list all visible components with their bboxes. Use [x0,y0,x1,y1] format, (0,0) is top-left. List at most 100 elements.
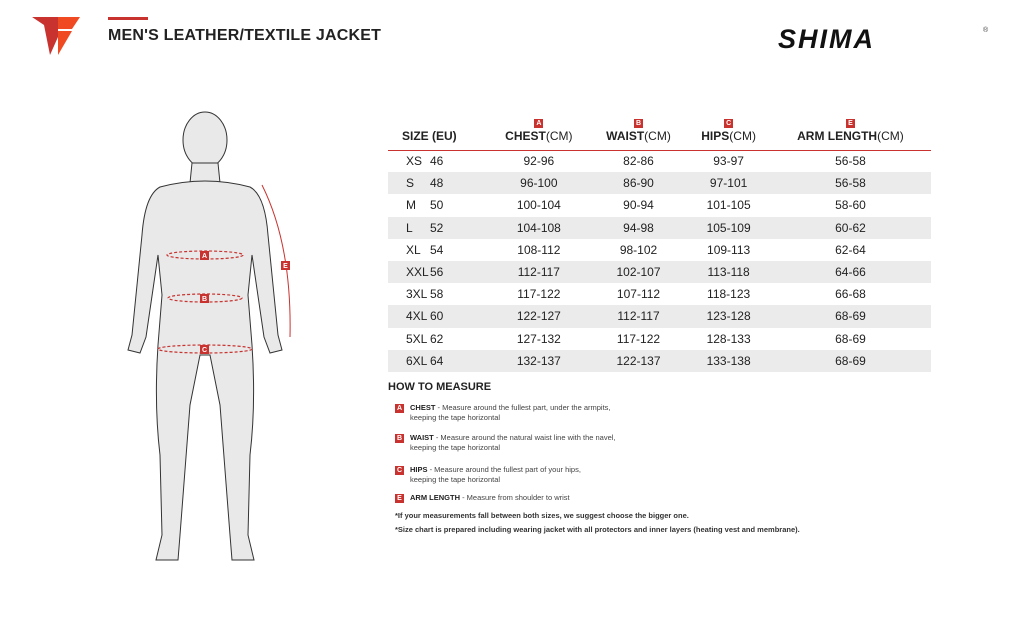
header-chest: A CHEST(CM) [488,113,590,151]
table-row: 3XL 58 117-122 107-112 118-123 66-68 [388,283,931,305]
figure-label-e: E [283,263,288,270]
header-hips: C HIPS(CM) [687,113,770,151]
page-title: MEN'S LEATHER/TEXTILE JACKET [108,27,382,44]
measure-item-arm-length: E ARM LENGTH - Measure from shoulder to w… [395,493,570,503]
header-unit: (CM) [877,128,904,143]
registered-mark: ® [983,27,989,34]
waist-cell: 98-102 [619,242,658,257]
header-unit: (CM) [644,128,671,143]
item-name: WAIST [410,433,434,442]
item-name: CHEST [410,403,436,412]
arm-length-cell: 56-58 [769,172,931,195]
size-cell: 6XL [388,349,430,372]
waist-cell: 122-137 [589,349,688,372]
arm-length-cell: 68-69 [769,349,931,372]
figure-label-c: C [202,347,207,354]
item-text: - Measure from shoulder to wrist [460,493,570,502]
figure-label-a: A [202,253,207,260]
waist-cell: 94-98 [589,216,688,239]
header-label: HIPS [701,128,730,143]
item-text: - Measure around the natural waist line … [433,433,616,442]
table-row: XXL 56 112-117 102-107 113-118 64-66 [388,260,931,284]
size-cell: 4XL [388,305,430,328]
table-row: M 50 100-104 90-94 101-105 58-60 [388,194,931,216]
badge-c: C [395,466,404,475]
chest-cell: 96-100 [488,172,590,195]
table-row: L 52 104-108 94-98 105-109 60-62 [388,216,931,239]
header-size: SIZE (EU) [388,113,488,151]
table-row: XL 54 108-112 98-102 109-113 62-64 [388,239,931,261]
eu-cell: 52 [430,216,488,239]
chest-cell: 108-112 [517,242,561,257]
eu-cell: 62 [430,331,444,346]
size-cell: M [406,198,416,213]
badge-a: A [395,404,404,413]
header-waist: B WAIST(CM) [589,113,688,151]
eu-cell: 60 [430,305,488,328]
item-name: HIPS [410,465,428,474]
chest-cell: 112-117 [488,260,590,284]
hips-cell: 101-105 [706,198,751,213]
table-row: XS 46 92-96 82-86 93-97 56-58 [388,150,931,172]
table-row: S 48 96-100 86-90 97-101 56-58 [388,172,931,195]
item-text: - Measure around the fullest part, under… [435,403,611,412]
size-cell: 3XL [406,287,428,302]
header-unit: (CM) [545,128,573,143]
badge-b: B [634,118,643,128]
brand-logo-mark-icon [32,17,80,55]
badge-e: E [395,494,404,503]
chest-cell: 122-127 [488,305,590,328]
item-text: - Measure around the fullest part of you… [427,465,581,474]
waist-cell: 90-94 [623,198,654,213]
table-row: 5XL 62 127-132 117-122 128-133 68-69 [388,328,931,350]
size-cell: XL [406,242,421,257]
header-label: ARM LENGTH [797,128,878,143]
eu-cell: 50 [430,198,444,213]
size-cell: L [388,216,430,239]
size-cell: XXL [388,260,430,284]
item-text2: keeping the tape horizontal [410,475,501,484]
size-cell: 5XL [406,331,428,346]
table-row: 6XL 64 132-137 122-137 133-138 68-69 [388,349,931,372]
arm-length-cell: 62-64 [835,242,866,257]
size-cell: XS [406,154,423,169]
table-header-row: SIZE (EU) A CHEST(CM) B WAIST(CM) C HIPS(CM… [388,113,931,151]
header-unit: (CM) [729,128,756,143]
measure-item-waist: B WAIST - Measure around the natural wais… [395,433,616,453]
hips-cell: 118-123 [707,287,751,302]
eu-cell: 56 [430,260,488,284]
how-to-measure-title: HOW TO MEASURE [388,381,492,393]
body-figure-illustration: A B C E [127,111,291,561]
hips-cell: 93-97 [713,154,744,169]
figure-label-b: B [202,296,207,303]
hips-cell: 113-118 [687,260,770,284]
chest-cell: 132-137 [488,349,590,372]
arm-length-cell: 66-68 [835,287,866,302]
header-label: SIZE (EU) [402,128,457,143]
chest-cell: 104-108 [488,216,590,239]
eu-cell: 64 [430,349,488,372]
hips-cell: 109-113 [707,242,751,257]
item-name: ARM LENGTH [410,493,460,502]
chest-cell: 127-132 [516,331,561,346]
chest-cell: 117-122 [517,287,561,302]
arm-length-cell: 64-66 [769,260,931,284]
waist-cell: 112-117 [589,305,688,328]
hips-cell: 123-128 [687,305,770,328]
header-label: CHEST [505,128,546,143]
note-size-chart: *Size chart is prepared including wearin… [395,525,800,534]
arm-length-cell: 56-58 [835,154,866,169]
hips-cell: 97-101 [687,172,770,195]
eu-cell: 54 [430,242,444,257]
badge-b: B [395,434,404,443]
hips-cell: 105-109 [687,216,770,239]
eu-cell: 58 [430,287,444,302]
size-table: SIZE (EU) A CHEST(CM) B WAIST(CM) C HIPS(CM… [388,113,931,372]
hips-cell: 133-138 [687,349,770,372]
waist-cell: 107-112 [616,287,661,302]
waist-cell: 102-107 [589,260,688,284]
badge-a: A [534,118,544,128]
chest-cell: 92-96 [523,154,555,169]
item-text2: keeping the tape horizontal [410,413,501,422]
arm-length-cell: 58-60 [835,198,866,213]
